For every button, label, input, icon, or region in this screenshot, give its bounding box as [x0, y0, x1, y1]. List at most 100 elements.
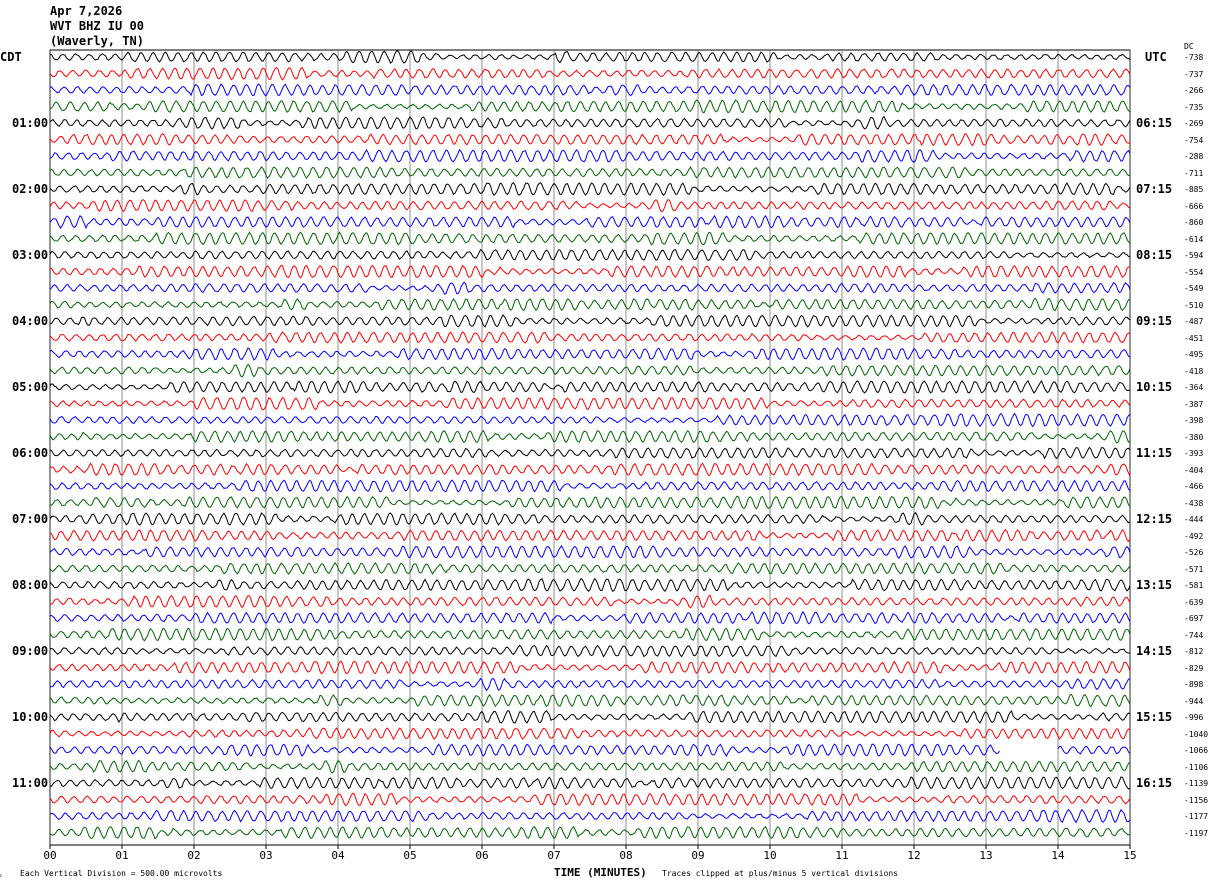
cdt-hour-label: 07:00 — [12, 512, 49, 526]
seismic-trace — [49, 363, 1131, 378]
cdt-hour-label: 09:00 — [12, 644, 49, 658]
dc-offset-label: -398 — [1184, 416, 1204, 425]
dc-offset-label: -549 — [1184, 284, 1204, 293]
seismic-trace — [49, 50, 1131, 64]
clip-note: Traces clipped at plus/minus 5 vertical … — [662, 869, 899, 878]
seismic-trace — [49, 149, 1131, 163]
seismic-trace — [49, 314, 1131, 328]
utc-hour-label: 10:15 — [1136, 380, 1173, 394]
x-tick-label: 06 — [475, 849, 488, 862]
seismic-trace — [49, 709, 1131, 724]
x-tick-label: 05 — [403, 849, 416, 862]
dc-offset-label: -697 — [1184, 614, 1204, 623]
seismic-trace — [49, 281, 1131, 295]
cdt-hour-label: 08:00 — [12, 578, 49, 592]
dc-offset-label: -898 — [1184, 680, 1204, 689]
dc-offset-label: -526 — [1184, 548, 1204, 557]
seismic-trace — [49, 462, 1131, 477]
utc-hour-label: 11:15 — [1136, 446, 1173, 460]
utc-hour-label: 08:15 — [1136, 248, 1173, 262]
dc-offset-label: -466 — [1184, 482, 1204, 491]
dc-offset-label: -1066 — [1184, 746, 1209, 755]
seismic-trace — [49, 677, 1130, 692]
dc-offset-label: -487 — [1184, 317, 1204, 326]
seismic-trace — [49, 396, 1131, 411]
seismic-trace — [49, 379, 1131, 394]
dc-offset-label: -444 — [1184, 515, 1204, 524]
dc-offset-label: -1156 — [1184, 795, 1209, 805]
date-label: Apr 7,2026 — [50, 4, 123, 18]
cdt-hour-label: 02:00 — [12, 182, 49, 196]
utc-hour-label: 12:15 — [1136, 512, 1173, 526]
dc-offset-label: -288 — [1184, 152, 1204, 161]
seismic-trace — [49, 347, 1131, 361]
dc-offset-label: -380 — [1184, 432, 1204, 442]
scale-note: Each Vertical Division = 500.00 microvol… — [20, 869, 223, 878]
dc-offset-label: -554 — [1184, 267, 1204, 277]
cdt-hour-label: 01:00 — [12, 116, 49, 130]
seismic-trace — [49, 133, 1131, 147]
seismic-trace — [49, 231, 1131, 246]
seismic-trace — [49, 644, 1131, 658]
x-tick-label: 14 — [1051, 849, 1065, 862]
seismic-trace — [49, 693, 1131, 708]
seismic-trace — [49, 181, 1131, 196]
dc-offset-label: -266 — [1184, 86, 1204, 95]
x-tick-label: 08 — [619, 849, 632, 862]
dc-offset-label: -418 — [1184, 366, 1204, 376]
seismic-trace — [49, 264, 1131, 279]
seismic-trace — [49, 446, 1131, 460]
seismic-trace — [49, 99, 1131, 114]
dc-offset-label: -495 — [1184, 350, 1204, 359]
x-tick-label: 00 — [43, 849, 56, 862]
right-timezone: UTC — [1145, 50, 1167, 64]
dc-offset-label: -614 — [1184, 234, 1204, 244]
dc-offset-label: -510 — [1184, 300, 1204, 310]
x-tick-label: 02 — [187, 849, 200, 862]
logo-mark: ᴊ — [0, 872, 2, 879]
seismic-trace — [49, 825, 1131, 840]
x-tick-label: 03 — [259, 849, 272, 862]
dc-offset-label: -666 — [1184, 201, 1204, 211]
dc-offset-label: -451 — [1184, 333, 1204, 343]
cdt-hour-label: 03:00 — [12, 248, 49, 262]
seismic-trace — [49, 776, 1131, 790]
seismic-trace — [49, 808, 1131, 824]
dc-offset-label: -829 — [1184, 663, 1204, 673]
x-tick-label: 10 — [763, 849, 776, 862]
x-tick-label: 13 — [979, 849, 992, 862]
utc-hour-label: 14:15 — [1136, 644, 1173, 658]
dc-offset-label: -639 — [1184, 597, 1204, 607]
dc-offset-label: -581 — [1184, 581, 1204, 590]
dc-offset-label: -492 — [1184, 531, 1204, 541]
x-tick-label: 09 — [691, 849, 704, 862]
x-tick-label: 11 — [835, 849, 848, 862]
x-tick-label: 12 — [907, 849, 920, 862]
dc-offset-label: -944 — [1184, 696, 1204, 706]
dc-offset-label: -387 — [1184, 399, 1204, 409]
dc-offset-label: -860 — [1184, 218, 1204, 227]
x-axis-title: TIME (MINUTES) — [554, 866, 647, 879]
seismic-trace — [49, 660, 1131, 675]
seismic-trace — [49, 66, 1131, 81]
dc-offset-label: -996 — [1184, 713, 1204, 722]
dc-offset-label: -885 — [1184, 185, 1204, 194]
seismic-trace — [49, 727, 1131, 741]
dc-offset-label: -1139 — [1184, 779, 1209, 788]
dc-offset-label: -269 — [1184, 119, 1204, 128]
dc-offset-label: -1177 — [1184, 812, 1209, 821]
seismic-trace — [49, 610, 1131, 625]
x-tick-label: 01 — [115, 849, 128, 862]
seismic-trace — [49, 198, 1131, 213]
utc-hour-label: 07:15 — [1136, 182, 1173, 196]
dc-label: DC — [1184, 42, 1194, 51]
seismic-trace — [49, 511, 1131, 526]
seismic-trace — [49, 330, 1131, 344]
seismic-trace — [49, 627, 1131, 642]
cdt-hour-label: 10:00 — [12, 710, 49, 724]
x-tick-label: 07 — [547, 849, 560, 862]
dc-offset-label: -364 — [1184, 383, 1204, 392]
x-tick-label: 15 — [1123, 849, 1136, 862]
location-label: (Waverly, TN) — [50, 34, 144, 48]
seismic-trace — [49, 594, 1131, 609]
